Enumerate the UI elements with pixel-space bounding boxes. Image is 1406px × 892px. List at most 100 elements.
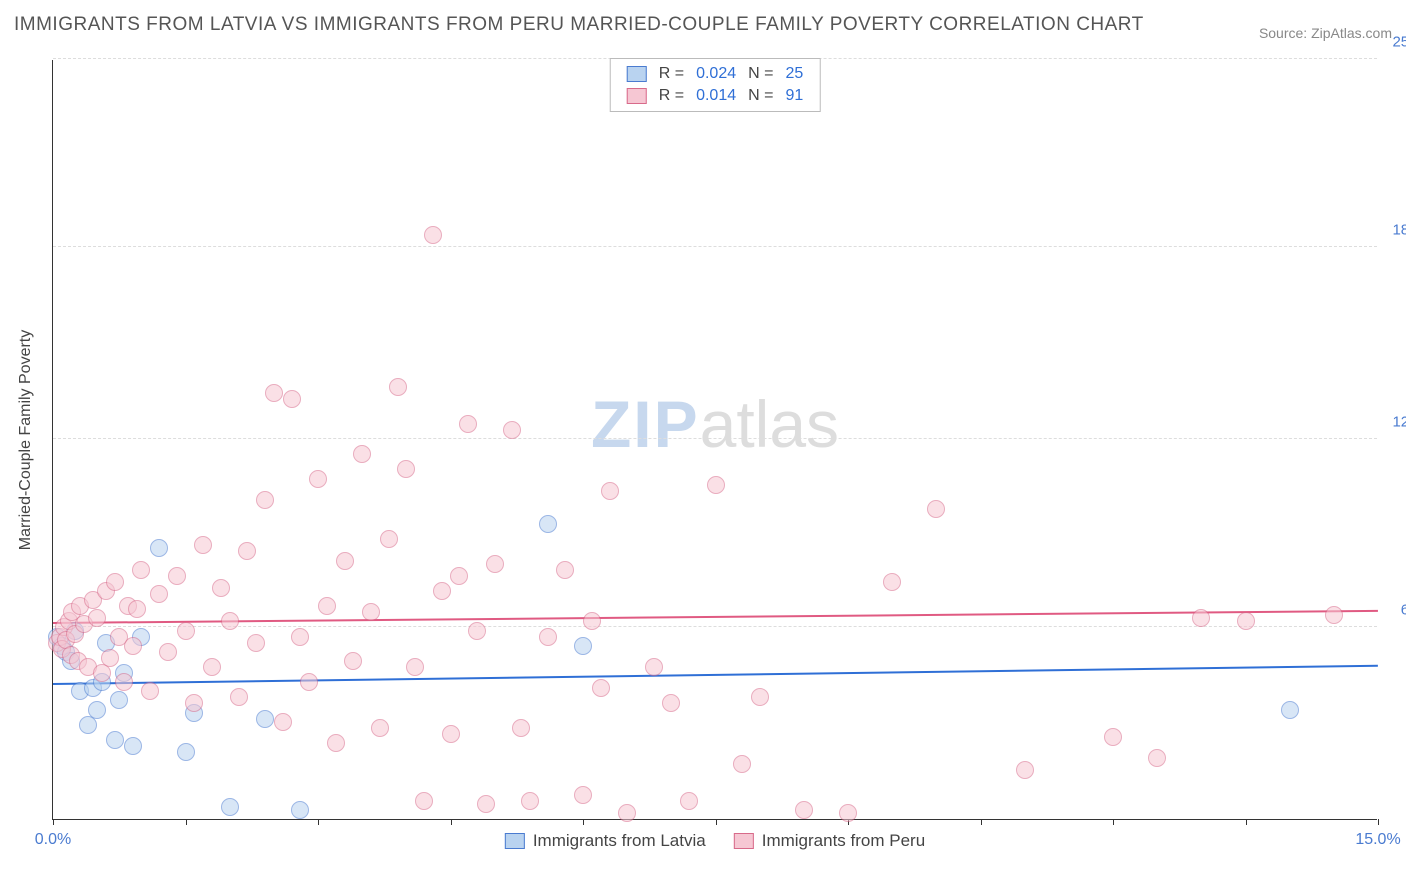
data-point [468,622,486,640]
swatch-latvia [627,66,647,82]
chart-title: IMMIGRANTS FROM LATVIA VS IMMIGRANTS FRO… [14,14,1144,36]
data-point [106,731,124,749]
data-point [1104,728,1122,746]
legend-row-latvia: R = 0.024 N = 25 [621,63,810,85]
legend-item-latvia: Immigrants from Latvia [505,831,706,851]
data-point [318,597,336,615]
data-point [415,792,433,810]
data-point [486,555,504,573]
plot-area: ZIPatlas R = 0.024 N = 25 R = 0.014 N = … [52,60,1377,820]
data-point [1148,749,1166,767]
data-point [1325,606,1343,624]
data-point [291,801,309,819]
data-point [574,637,592,655]
x-tick [716,819,717,825]
gridline [53,246,1377,247]
data-point [883,573,901,591]
legend-label-peru: Immigrants from Peru [762,831,925,851]
swatch-peru [627,88,647,104]
data-point [503,421,521,439]
n-value-peru: 91 [779,85,809,107]
correlation-legend: R = 0.024 N = 25 R = 0.014 N = 91 [610,58,821,112]
data-point [512,719,530,737]
n-label: N = [742,85,779,107]
data-point [442,725,460,743]
data-point [707,476,725,494]
x-tick [981,819,982,825]
data-point [353,445,371,463]
source-attribution: Source: ZipAtlas.com [1259,25,1392,41]
data-point [221,612,239,630]
data-point [212,579,230,597]
data-point [309,470,327,488]
x-tick-label: 0.0% [35,831,71,849]
data-point [283,390,301,408]
data-point [927,500,945,518]
data-point [230,688,248,706]
trend-line [53,665,1378,685]
data-point [300,673,318,691]
data-point [389,378,407,396]
data-point [150,585,168,603]
r-value-latvia: 0.024 [690,63,742,85]
data-point [150,539,168,557]
data-point [574,786,592,804]
series-legend: Immigrants from Latvia Immigrants from P… [505,831,925,851]
y-tick-label: 25.0% [1383,34,1406,51]
data-point [168,567,186,585]
data-point [1192,609,1210,627]
r-label: R = [653,85,690,107]
watermark-atlas: atlas [700,387,839,461]
x-tick [1246,819,1247,825]
data-point [185,694,203,712]
r-label: R = [653,63,690,85]
data-point [521,792,539,810]
n-value-latvia: 25 [779,63,809,85]
n-label: N = [742,63,779,85]
data-point [124,637,142,655]
data-point [618,804,636,822]
data-point [238,542,256,560]
x-tick [186,819,187,825]
gridline [53,626,1377,627]
y-tick-label: 12.5% [1383,414,1406,431]
data-point [459,415,477,433]
data-point [583,612,601,630]
data-point [247,634,265,652]
data-point [380,530,398,548]
legend-row-peru: R = 0.014 N = 91 [621,85,810,107]
data-point [1281,701,1299,719]
data-point [291,628,309,646]
data-point [592,679,610,697]
data-point [93,664,111,682]
data-point [397,460,415,478]
data-point [274,713,292,731]
x-tick-label: 15.0% [1355,831,1400,849]
data-point [601,482,619,500]
x-tick [1378,819,1379,825]
data-point [106,573,124,591]
data-point [128,600,146,618]
x-tick [583,819,584,825]
legend-label-latvia: Immigrants from Latvia [533,831,706,851]
y-tick-label: 18.8% [1383,222,1406,239]
swatch-latvia [505,833,525,849]
data-point [477,795,495,813]
data-point [221,798,239,816]
data-point [88,609,106,627]
legend-item-peru: Immigrants from Peru [734,831,925,851]
data-point [203,658,221,676]
data-point [424,226,442,244]
x-tick [318,819,319,825]
y-axis-label: Married-Couple Family Poverty [17,330,35,551]
data-point [177,622,195,640]
data-point [1016,761,1034,779]
data-point [645,658,663,676]
data-point [101,649,119,667]
data-point [110,691,128,709]
r-value-peru: 0.014 [690,85,742,107]
data-point [1237,612,1255,630]
data-point [194,536,212,554]
data-point [159,643,177,661]
swatch-peru [734,833,754,849]
